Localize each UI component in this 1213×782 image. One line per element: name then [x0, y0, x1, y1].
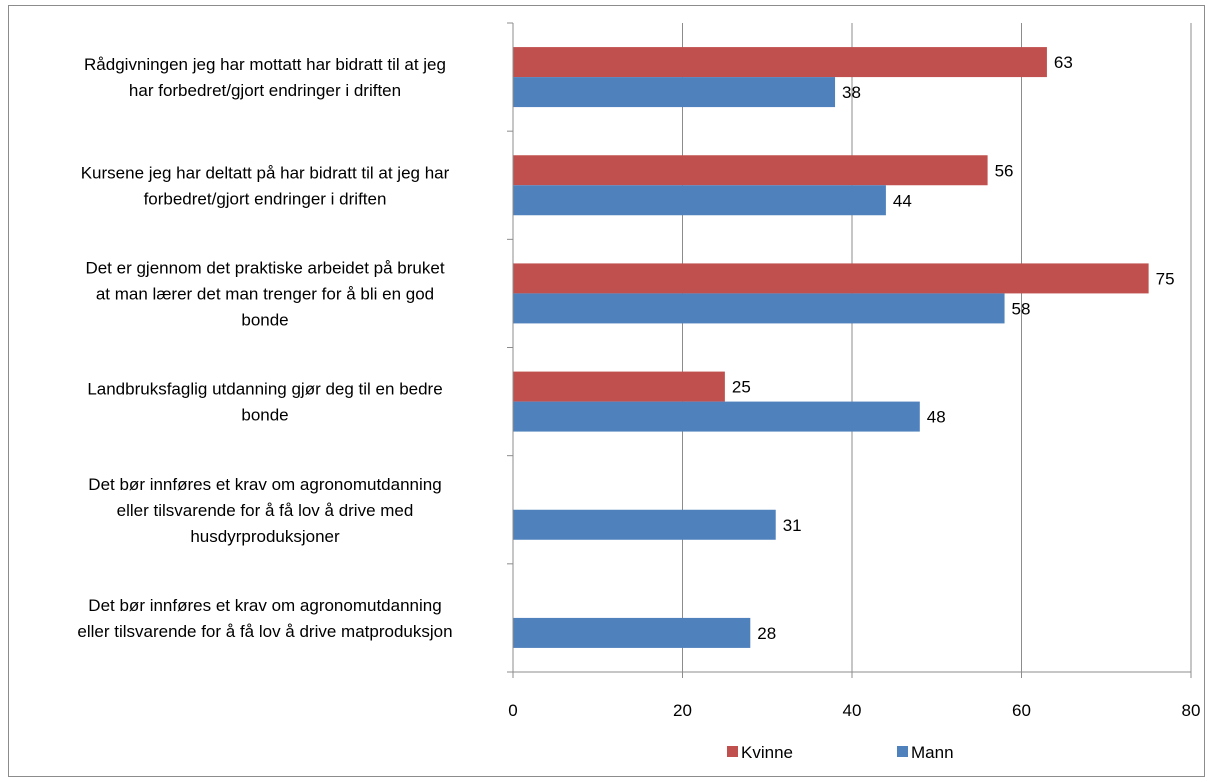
data-label-mann-1: 44 [893, 191, 912, 210]
legend-label-kvinne: Kvinne [741, 743, 793, 762]
bar-mann-5 [513, 617, 751, 648]
data-label-mann-3: 48 [927, 408, 946, 427]
category-label-5-line-0: Det bør innføres et krav om agronomutdan… [88, 596, 441, 615]
bar-kvinne-3 [513, 371, 725, 402]
data-label-kvinne-3: 25 [732, 378, 751, 397]
bar-mann-3 [513, 401, 920, 432]
data-label-mann-2: 58 [1012, 299, 1031, 318]
bar-mann-4 [513, 509, 776, 540]
legend-swatch-mann [897, 746, 908, 757]
category-label-4-line-1: eller tilsvarende for å få lov å drive m… [117, 501, 414, 520]
bar-kvinne-2 [513, 263, 1149, 294]
x-tick-label-40: 40 [843, 701, 862, 720]
category-label-2-line-0: Det er gjennom det praktiske arbeidet på… [85, 258, 444, 277]
data-label-kvinne-2: 75 [1156, 269, 1175, 288]
category-label-2-line-1: at man lærer det man trenger for å bli e… [96, 284, 434, 303]
bar-kvinne-0 [513, 47, 1047, 78]
bar-mann-2 [513, 293, 1005, 324]
category-label-0-line-1: har forbedret/gjort endringer i driften [129, 81, 401, 100]
category-label-0-line-0: Rådgivningen jeg har mottatt har bidratt… [84, 55, 446, 74]
x-tick-label-0: 0 [508, 701, 517, 720]
category-label-4-line-0: Det bør innføres et krav om agronomutdan… [88, 475, 441, 494]
bar-mann-0 [513, 77, 836, 108]
category-label-5-line-1: eller tilsvarende for å få lov å drive m… [77, 622, 452, 641]
x-tick-label-80: 80 [1182, 701, 1201, 720]
x-tick-label-20: 20 [673, 701, 692, 720]
data-label-mann-4: 31 [783, 516, 802, 535]
data-label-mann-0: 38 [842, 83, 861, 102]
category-label-3-line-1: bonde [241, 406, 288, 425]
x-tick-label-60: 60 [1012, 701, 1031, 720]
category-label-1-line-0: Kursene jeg har deltatt på har bidratt t… [81, 163, 450, 182]
category-label-4-line-2: husdyrproduksjoner [190, 527, 340, 546]
category-label-3-line-0: Landbruksfaglig utdanning gjør deg til e… [87, 380, 442, 399]
category-label-1-line-1: forbedret/gjort endringer i driften [144, 189, 387, 208]
data-label-mann-5: 28 [757, 624, 776, 643]
bar-kvinne-1 [513, 155, 988, 186]
category-label-2-line-2: bonde [241, 310, 288, 329]
legend-label-mann: Mann [911, 743, 954, 762]
data-label-kvinne-0: 63 [1054, 53, 1073, 72]
data-label-kvinne-1: 56 [995, 161, 1014, 180]
legend-swatch-kvinne [727, 746, 738, 757]
bar-mann-1 [513, 185, 886, 216]
chart-frame [8, 5, 1205, 777]
